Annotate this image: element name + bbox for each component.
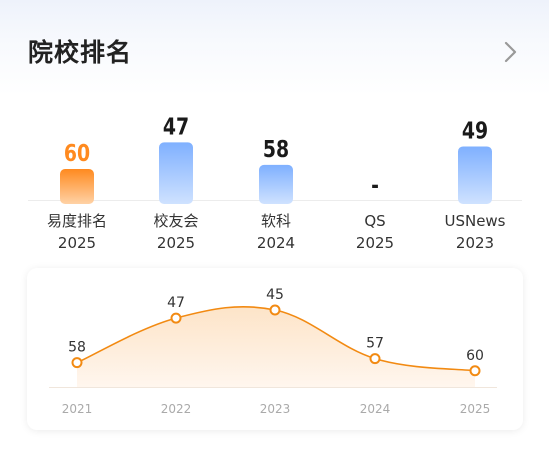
ranking-bar[interactable]	[60, 169, 94, 204]
trend-data-label: 60	[466, 348, 484, 364]
ranking-bar[interactable]	[458, 146, 492, 204]
ranking-bar[interactable]	[159, 142, 193, 204]
trend-year-tick: 2022	[161, 402, 192, 416]
trend-data-label: 57	[366, 336, 384, 352]
ranking-source[interactable]: 软科	[260, 212, 291, 230]
trend-chart-card: 58 2021 47 2022 45 2023 57 2024 60 2025	[27, 268, 523, 430]
ranking-source[interactable]: 校友会	[153, 212, 199, 230]
trend-point[interactable]	[71, 357, 83, 369]
trend-year-tick: 2021	[62, 402, 93, 416]
trend-point[interactable]	[170, 312, 182, 324]
ranking-value: 58	[263, 135, 289, 162]
ranking-year: 2025	[355, 234, 395, 252]
ranking-value: -	[371, 171, 379, 198]
ranking-value: 60	[64, 139, 90, 166]
ranking-year: 2025	[156, 234, 196, 252]
trend-point[interactable]	[269, 304, 281, 316]
trend-year-tick: 2024	[360, 402, 391, 416]
trend-data-label: 45	[266, 287, 284, 303]
trend-point[interactable]	[469, 365, 481, 377]
ranking-bars: 60 47 58 - 49	[28, 112, 522, 204]
ranking-year: 2023	[455, 234, 495, 252]
trend-chart: 58 2021 47 2022 45 2023 57 2024 60 2025	[49, 287, 497, 416]
ranking-value: 47	[163, 112, 189, 139]
ranking-source[interactable]: QS	[364, 212, 386, 230]
trend-year-tick: 2023	[260, 402, 291, 416]
page-title: 院校排名	[28, 38, 133, 67]
ranking-value: 49	[462, 117, 488, 144]
ranking-source[interactable]: 易度排名	[46, 212, 107, 230]
trend-area	[77, 306, 475, 387]
trend-point[interactable]	[369, 353, 381, 365]
ranking-bar[interactable]	[259, 164, 293, 204]
ranking-year: 2025	[57, 234, 97, 252]
trend-year-tick: 2025	[460, 402, 491, 416]
selection-pointer	[69, 261, 85, 269]
ranking-source[interactable]: USNews	[444, 212, 506, 230]
ranking-year: 2024	[256, 234, 296, 252]
chevron-right-icon[interactable]	[498, 40, 522, 64]
trend-data-label: 47	[167, 295, 185, 311]
trend-data-label: 58	[68, 340, 86, 356]
